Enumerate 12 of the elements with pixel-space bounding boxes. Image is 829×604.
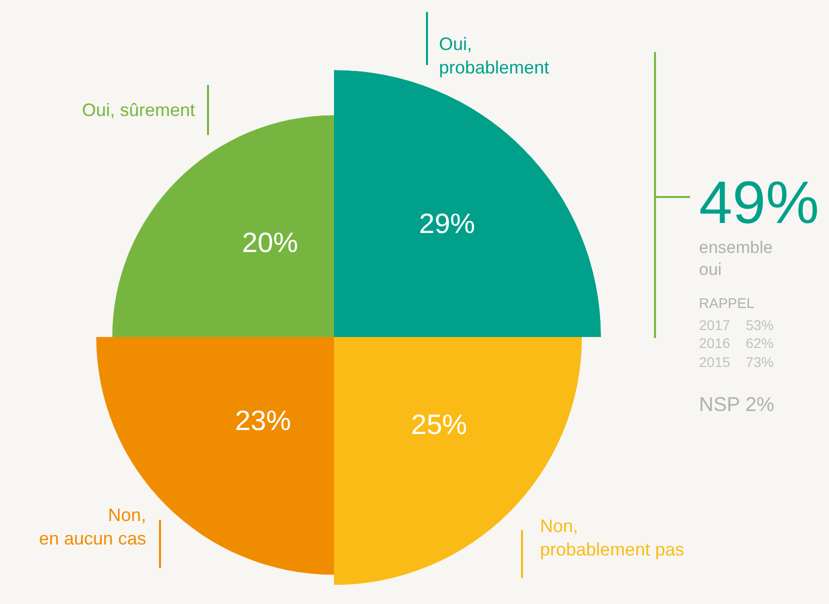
text: RAPPEL: [699, 295, 754, 311]
category-label: Oui, sûrement: [82, 100, 196, 120]
text: ensemble oui: [699, 238, 773, 280]
data-label: 23%: [235, 405, 292, 436]
text: NSP 2%: [699, 394, 774, 416]
data-label: 20%: [242, 227, 298, 258]
category-label: Oui, probablement: [439, 34, 550, 78]
category-label: Non, en aucun cas: [39, 505, 146, 548]
text: 49%: [699, 169, 820, 236]
category-label: Non, probablement pas: [540, 516, 684, 560]
data-label: 25%: [411, 409, 468, 440]
data-label: 29%: [419, 208, 476, 239]
